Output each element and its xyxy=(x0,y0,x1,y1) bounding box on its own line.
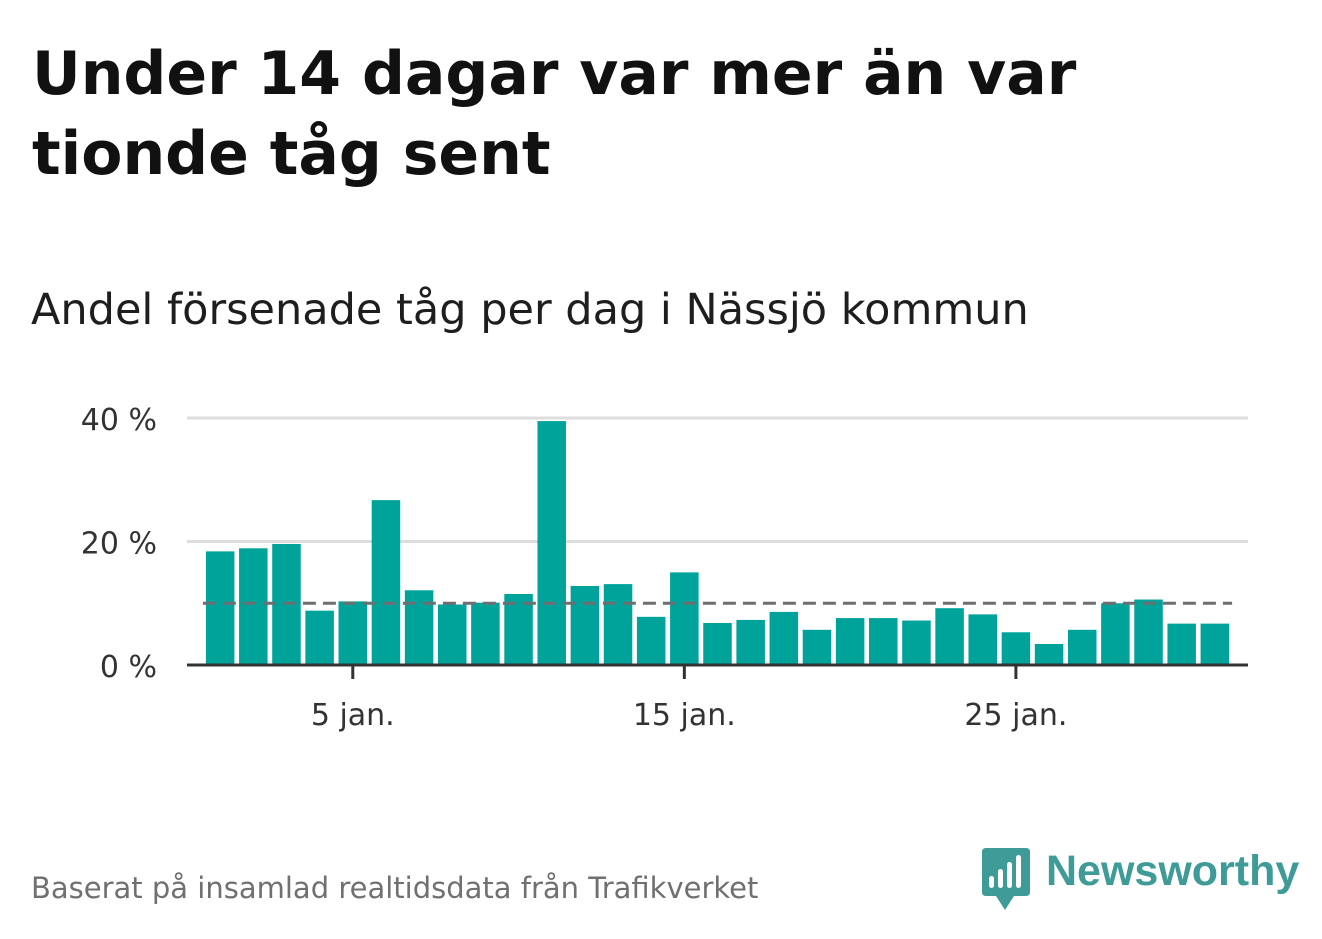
bar xyxy=(205,551,235,665)
bar xyxy=(603,584,633,665)
bar xyxy=(504,593,533,665)
source-note: Baserat på insamlad realtidsdata från Tr… xyxy=(31,871,759,905)
bar xyxy=(802,629,832,665)
bar xyxy=(636,616,666,665)
bar xyxy=(902,620,931,665)
bar xyxy=(537,421,566,665)
bar xyxy=(1034,644,1064,665)
axes xyxy=(187,663,1248,679)
x-tick-label: 5 jan. xyxy=(311,698,395,733)
bar xyxy=(935,608,964,665)
bar xyxy=(239,548,268,665)
bar xyxy=(338,601,368,665)
bar xyxy=(703,623,732,665)
bar xyxy=(670,572,699,666)
bar xyxy=(1200,623,1230,665)
bar xyxy=(1067,629,1097,665)
y-tick-label: 40 % xyxy=(81,403,157,438)
brand-name: Newsworthy xyxy=(1046,846,1300,895)
bar xyxy=(968,614,997,665)
bars xyxy=(205,421,1230,666)
bar xyxy=(570,585,600,665)
bar xyxy=(769,611,799,665)
bar xyxy=(305,610,334,665)
bar-chart: 5 jan. 15 jan. 25 jan. 0 % 20 % 40 % xyxy=(81,403,1248,733)
x-tick-label: 25 jan. xyxy=(964,698,1067,733)
chart-subtitle: Andel försenade tåg per dag i Nässjö kom… xyxy=(31,285,1029,335)
bar xyxy=(1134,599,1163,665)
y-tick-label: 0 % xyxy=(100,650,157,685)
bar xyxy=(1101,603,1130,665)
bar xyxy=(1001,632,1031,665)
bar xyxy=(736,619,765,665)
x-tick-label: 15 jan. xyxy=(633,698,736,733)
bar xyxy=(437,604,467,665)
y-tick-label: 20 % xyxy=(81,527,157,562)
chart-title: Under 14 dagar var mer än var tionde tåg… xyxy=(32,39,1077,189)
tick-labels: 5 jan. 15 jan. 25 jan. 0 % 20 % 40 % xyxy=(81,403,1068,733)
brand-logo: Newsworthy xyxy=(980,846,1299,912)
bar xyxy=(404,590,434,665)
bar xyxy=(371,500,401,665)
gridlines xyxy=(187,416,1248,543)
bar xyxy=(1167,623,1196,665)
bar xyxy=(835,618,865,665)
newsworthy-logo-icon xyxy=(982,848,1030,910)
bar xyxy=(869,618,898,665)
bar xyxy=(471,602,500,665)
